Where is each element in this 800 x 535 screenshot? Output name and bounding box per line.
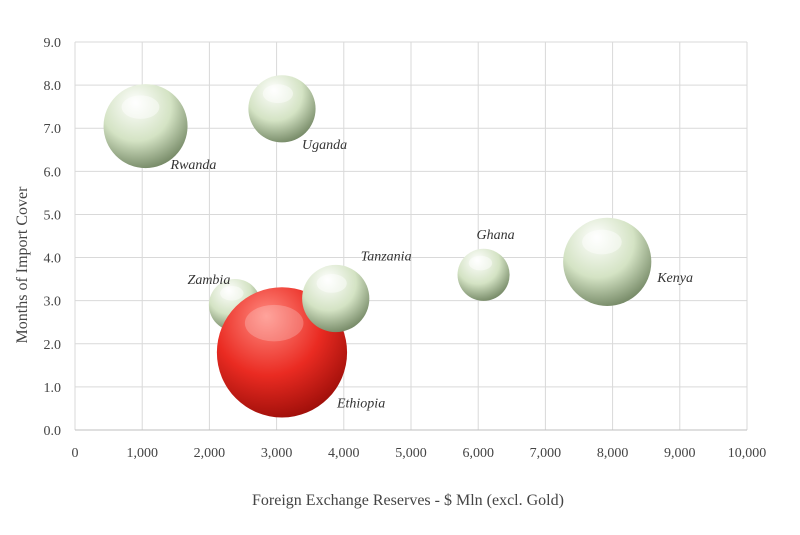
bubble-label-uganda: Uganda <box>302 138 347 153</box>
bubble-labels: Rwanda Uganda Zambia Ethiopia Tanzania Ghana K… <box>170 138 693 412</box>
bubble-uganda <box>248 75 316 143</box>
y-tick-label: 6.0 <box>44 165 62 180</box>
y-tick-label: 0.0 <box>44 424 62 439</box>
bubble-kenya <box>563 217 652 306</box>
bubble-label-tanzania: Tanzania <box>361 250 412 265</box>
bubble-tanzania <box>302 264 370 333</box>
bubble-label-ethiopia: Ethiopia <box>336 396 385 411</box>
bubble-label-rwanda: Rwanda <box>170 158 217 173</box>
y-tick-label: 5.0 <box>44 208 62 223</box>
bubble-highlight-zambia <box>220 285 244 301</box>
bubble-series <box>103 75 652 418</box>
bubble-highlight-tanzania <box>316 273 347 293</box>
x-axis-title: Foreign Exchange Reserves - $ Mln (excl.… <box>252 492 564 509</box>
x-tick-label: 6,000 <box>462 446 494 461</box>
y-tick-label: 1.0 <box>44 381 62 396</box>
y-axis-ticks: 0.0 1.0 2.0 3.0 4.0 5.0 6.0 7.0 8.0 9.0 <box>44 36 62 439</box>
y-tick-label: 2.0 <box>44 338 62 353</box>
x-tick-label: 7,000 <box>530 446 562 461</box>
bubble-highlight-rwanda <box>121 95 160 119</box>
x-tick-label: 2,000 <box>194 446 226 461</box>
x-tick-label: 9,000 <box>664 446 696 461</box>
bubble-highlight-kenya <box>582 229 622 255</box>
y-tick-label: 9.0 <box>44 36 62 51</box>
x-tick-label: 5,000 <box>395 446 427 461</box>
bubble-highlight-ethiopia <box>244 304 304 342</box>
bubble-label-zambia: Zambia <box>188 273 231 288</box>
gridlines <box>74 41 748 431</box>
y-axis-title: Months of Import Cover <box>14 186 31 344</box>
y-tick-label: 7.0 <box>44 122 62 137</box>
bubble-label-kenya: Kenya <box>656 271 693 286</box>
x-tick-label: 0 <box>72 446 79 461</box>
y-tick-label: 8.0 <box>44 79 62 94</box>
y-tick-label: 3.0 <box>44 295 62 310</box>
x-tick-label: 10,000 <box>728 446 767 461</box>
bubble-ghana <box>457 248 510 301</box>
x-tick-label: 8,000 <box>597 446 629 461</box>
x-axis-ticks: 0 1,000 2,000 3,000 4,000 5,000 6,000 7,000 8,00… <box>72 446 767 461</box>
x-tick-label: 1,000 <box>126 446 158 461</box>
bubble-highlight-uganda <box>262 84 294 104</box>
y-tick-label: 4.0 <box>44 252 62 267</box>
bubble-rwanda <box>103 84 188 169</box>
x-tick-label: 4,000 <box>328 446 360 461</box>
bubble-highlight-ghana <box>468 255 493 271</box>
bubble-label-ghana: Ghana <box>477 228 515 243</box>
x-tick-label: 3,000 <box>261 446 293 461</box>
